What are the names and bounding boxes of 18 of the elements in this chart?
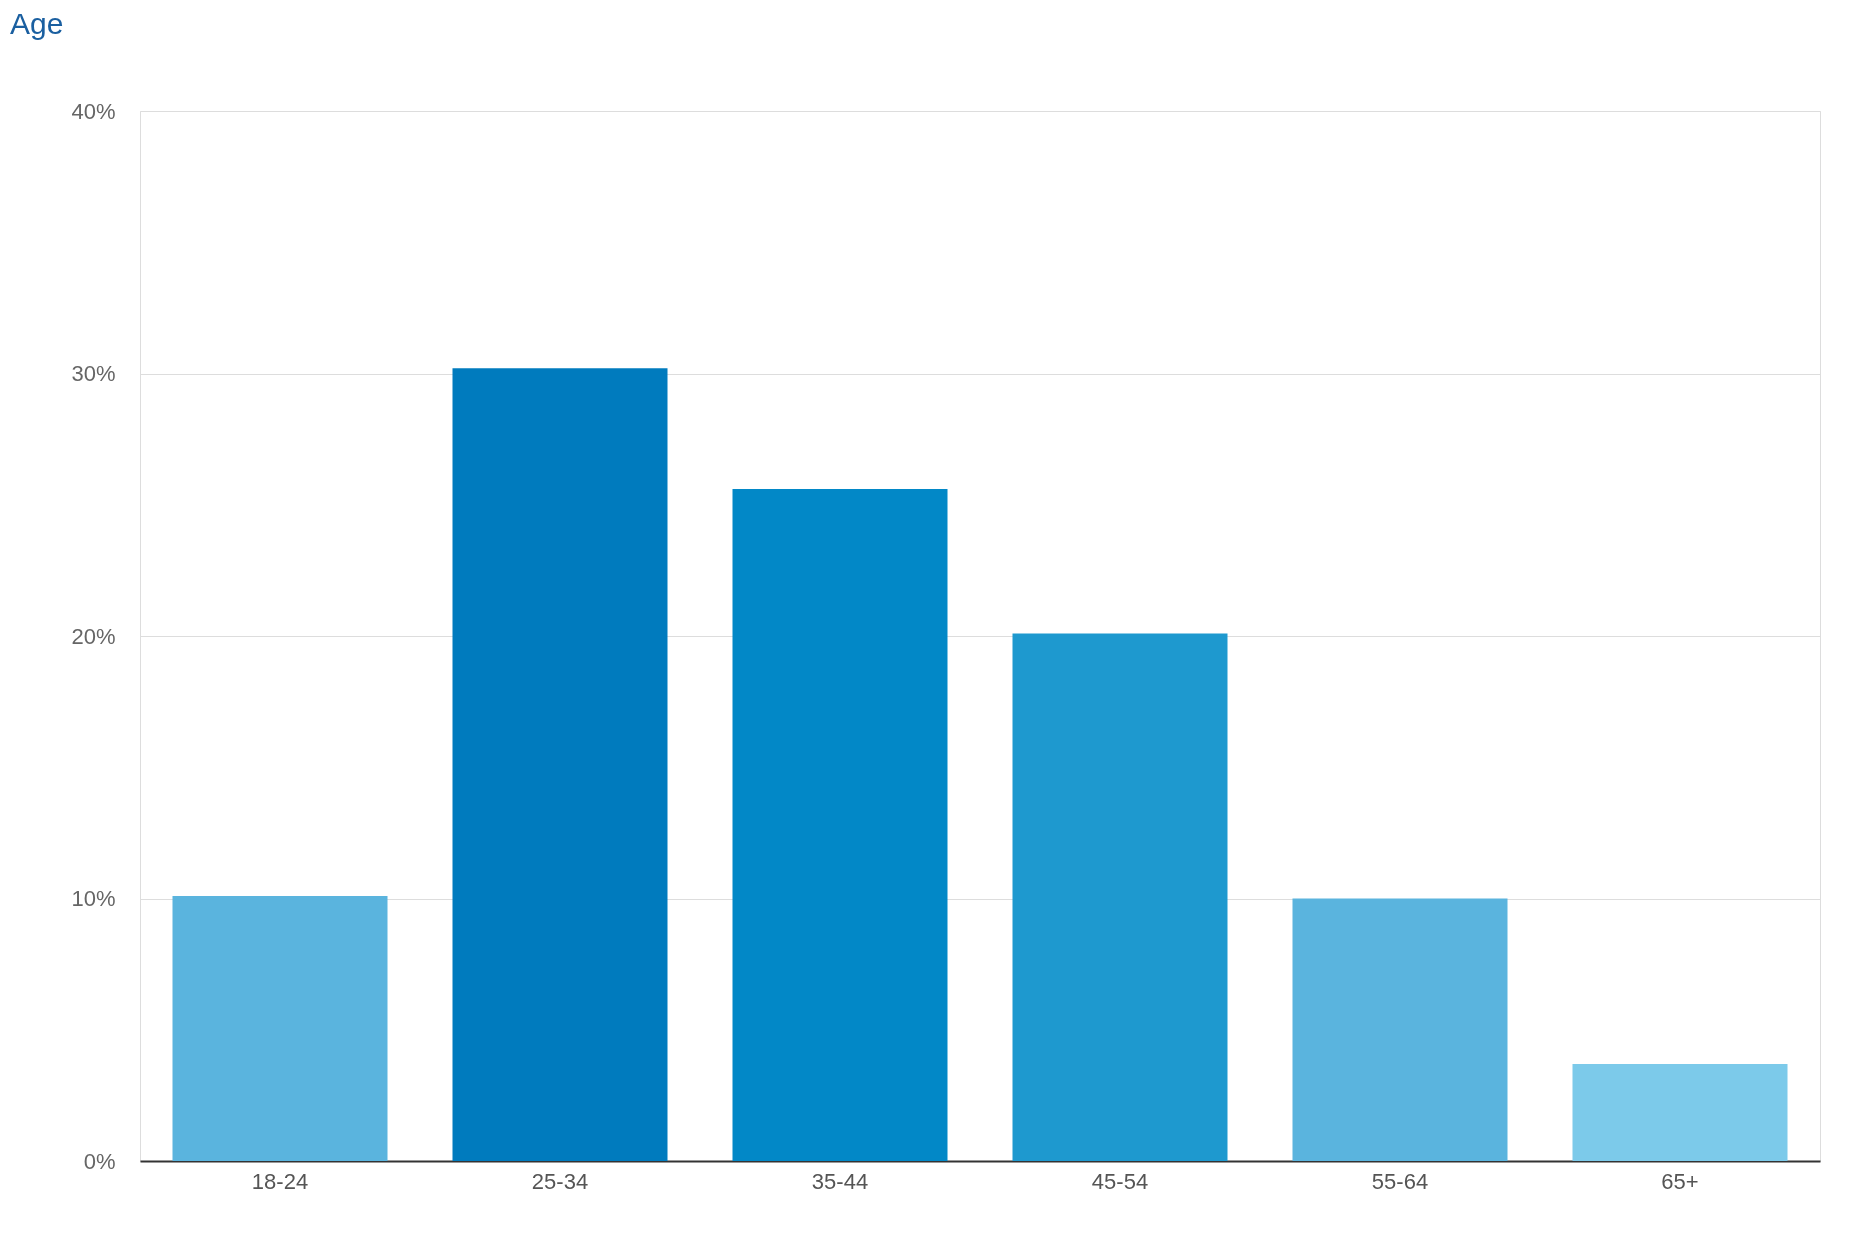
bar <box>452 368 668 1161</box>
x-tick-label: 35-44 <box>811 1168 869 1194</box>
y-tick-label: 10% <box>71 886 116 911</box>
x-tick-label: 25-34 <box>531 1168 589 1194</box>
y-tick-label: 0% <box>83 1148 116 1174</box>
y-tick-label: 30% <box>71 361 116 386</box>
bar <box>172 895 388 1161</box>
bar <box>732 489 948 1161</box>
x-tick-label: 45-54 <box>1091 1168 1149 1194</box>
y-tick-label: 40% <box>71 98 116 124</box>
y-tick-label: 20% <box>71 623 116 649</box>
bar <box>1012 633 1228 1161</box>
bar <box>1292 898 1508 1161</box>
x-tick-label: 55-64 <box>1371 1168 1429 1194</box>
bar <box>1572 1063 1788 1161</box>
chart-title: Age <box>10 7 64 40</box>
x-tick-label: 65+ <box>1661 1168 1699 1194</box>
x-tick-label: 18-24 <box>251 1168 309 1194</box>
